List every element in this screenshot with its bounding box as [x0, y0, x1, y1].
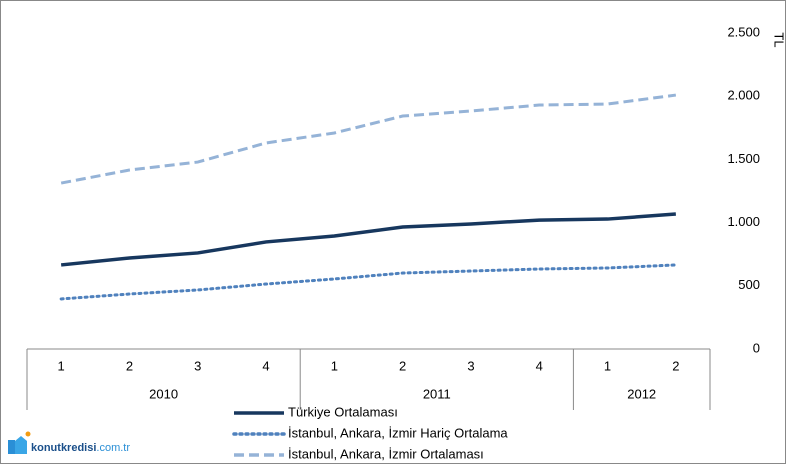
group-label: 2011 [423, 386, 451, 401]
series-line [60, 212, 676, 267]
y-tick-label: 500 [738, 277, 760, 292]
group-label: 2012 [627, 386, 656, 401]
logo-icon-roof [15, 436, 27, 454]
x-tick-label: 3 [194, 358, 201, 373]
y-tick-label: 0 [753, 340, 760, 355]
y-tick-label: 2.000 [727, 88, 760, 103]
x-tick-label: 4 [536, 358, 543, 373]
logo-domain: .com.tr [96, 442, 130, 454]
x-tick-label: 2 [399, 358, 406, 373]
group-label: 2010 [149, 386, 178, 401]
y-tick-label: 2.500 [727, 24, 760, 39]
x-tick-label: 1 [604, 358, 611, 373]
legend-label: İstanbul, Ankara, İzmir Hariç Ortalama [288, 425, 508, 440]
legend-label: Türkiye Ortalaması [288, 404, 398, 419]
logo-text: konutkredisi.com.tr [31, 442, 130, 454]
y-tick-label: 1.500 [727, 151, 760, 166]
logo-icon-dot [25, 431, 31, 437]
x-tick-label: 3 [467, 358, 474, 373]
legend-label: İstanbul, Ankara, İzmir Ortalaması [288, 446, 484, 461]
x-tick-label: 2 [672, 358, 679, 373]
series-line [59, 263, 678, 301]
x-tick-label: 1 [331, 358, 338, 373]
logo-brand: konutkredisi [31, 442, 96, 454]
y-axis-label: TL [772, 32, 786, 47]
logo: konutkredisi.com.tr [8, 431, 130, 454]
x-tick-label: 2 [126, 358, 133, 373]
logo-icon [8, 440, 15, 454]
series-line [60, 93, 677, 185]
x-tick-label: 1 [58, 358, 65, 373]
y-tick-label: 1.000 [727, 214, 760, 229]
x-tick-label: 4 [262, 358, 269, 373]
